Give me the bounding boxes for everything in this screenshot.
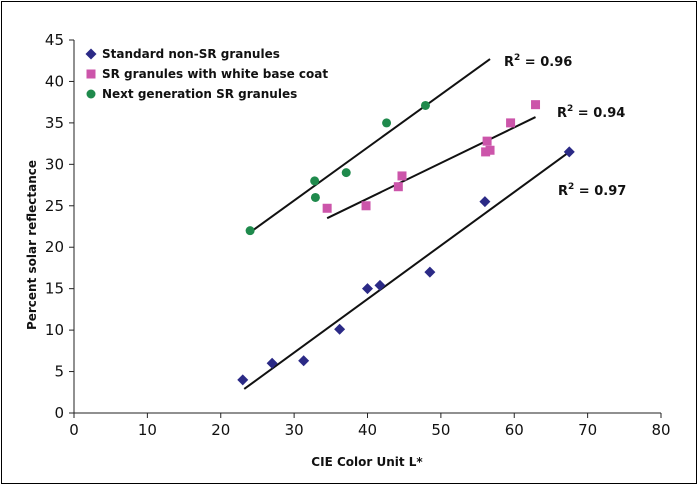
data-point-circle	[310, 192, 320, 202]
r2-label: R2 = 0.97	[558, 182, 626, 199]
x-tick-label: 0	[69, 421, 79, 439]
trendline-2	[249, 58, 491, 234]
x-tick-label: 60	[505, 421, 524, 439]
data-point-square	[393, 182, 403, 192]
legend-marker-diamond	[85, 48, 97, 60]
data-point-diamond	[563, 146, 575, 158]
data-point-square	[397, 171, 407, 181]
trendline-1	[326, 116, 536, 220]
y-tick-label: 10	[45, 321, 64, 339]
x-tick-label: 30	[285, 421, 304, 439]
x-tick-label: 70	[578, 421, 597, 439]
x-tick-label: 40	[358, 421, 377, 439]
data-point-diamond	[298, 355, 310, 367]
y-tick-label: 35	[45, 114, 64, 132]
legend: Standard non-SR granules SR granules with…	[85, 47, 328, 101]
trendline-0	[243, 151, 570, 390]
y-tick-label: 0	[54, 404, 64, 422]
data-point-diamond	[374, 279, 386, 291]
axes: 0 10 20 30 40 50 60 70 80 0 5 10 15 20 25 30 35 40 45	[45, 31, 671, 439]
y-tick-label: 45	[45, 31, 64, 49]
y-axis-title: Percent solar reflectance	[25, 160, 39, 330]
x-axis-title: CIE Color Unit L*	[311, 455, 423, 469]
data-point-square	[485, 145, 495, 155]
y-tick-label: 5	[54, 363, 64, 381]
legend-label: SR granules with white base coat	[102, 67, 328, 81]
data-point-square	[482, 136, 492, 146]
data-point-diamond	[266, 357, 278, 369]
data-point-circle	[420, 100, 430, 110]
data-point-circle	[341, 168, 351, 178]
x-tick-label: 80	[651, 421, 670, 439]
trendlines	[243, 58, 570, 390]
x-tick-label: 50	[431, 421, 450, 439]
data-point-diamond	[237, 374, 249, 386]
x-tick-label: 20	[211, 421, 230, 439]
y-tick-label: 30	[45, 155, 64, 173]
y-tick-label: 40	[45, 72, 64, 90]
r2-label: R2 = 0.96	[504, 53, 572, 70]
data-point-diamond	[334, 323, 346, 335]
y-tick-label: 15	[45, 280, 64, 298]
data-point-diamond	[362, 283, 373, 295]
legend-marker-square	[86, 69, 96, 79]
data-point-square	[361, 201, 371, 211]
legend-label: Standard non-SR granules	[102, 47, 280, 61]
r2-labels: R2 = 0.97 R2 = 0.94 R2 = 0.96	[504, 53, 626, 199]
data-point-diamond	[424, 266, 436, 278]
y-tick-label: 25	[45, 197, 64, 215]
data-point-square	[531, 100, 541, 110]
data-point-square	[506, 118, 516, 128]
data-point-circle	[310, 176, 320, 186]
data-point-square	[322, 203, 332, 213]
x-tick-label: 10	[138, 421, 157, 439]
r2-label: R2 = 0.94	[557, 104, 625, 121]
y-tick-label: 20	[45, 238, 64, 256]
legend-label: Next generation SR granules	[102, 87, 297, 101]
legend-marker-circle	[86, 89, 96, 99]
data-point-circle	[382, 118, 392, 128]
data-point-circle	[245, 226, 255, 236]
data-points	[237, 100, 575, 386]
data-point-diamond	[479, 196, 491, 208]
